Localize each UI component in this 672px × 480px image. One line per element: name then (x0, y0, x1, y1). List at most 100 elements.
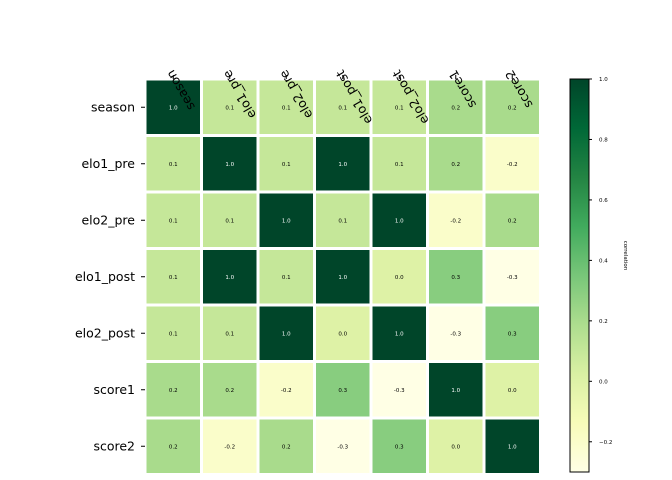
heatmap-cell (203, 306, 257, 360)
heatmap-cell (485, 80, 539, 134)
heatmap-cell (203, 250, 257, 304)
heatmap-cell (203, 193, 257, 247)
heatmap-cell (316, 80, 370, 134)
heatmap-cell (429, 363, 483, 417)
row-label: season (91, 99, 135, 114)
row-axis: season elo1_pre elo2_pre elo1_post elo2_post… (75, 99, 145, 453)
cell-value-label: 0.2 (169, 444, 178, 450)
cell-value-label: 0.1 (395, 105, 404, 111)
heatmap-cell (485, 250, 539, 304)
heatmap-cell (203, 80, 257, 134)
colorbar-tick-label: 0.6 (599, 198, 608, 204)
heatmap-cell (316, 250, 370, 304)
heatmap-cell (429, 250, 483, 304)
cell-value-label: 0.3 (395, 444, 404, 450)
heatmap-cell (146, 363, 200, 417)
cell-value-label: -0.2 (224, 444, 235, 450)
cell-value-label: -0.3 (450, 331, 461, 337)
cell-value-label: 0.1 (282, 162, 291, 168)
cell-value-label: 1.0 (338, 275, 347, 281)
heatmap-cell (259, 250, 313, 304)
colorbar-tick-label: 1.0 (599, 77, 608, 83)
cell-value-label: -0.2 (281, 388, 292, 394)
heatmap-cell (316, 137, 370, 191)
cell-value-label: 0.2 (508, 218, 517, 224)
heatmap-cell (372, 363, 426, 417)
cell-value-label: 0.3 (338, 388, 347, 394)
heatmap-cell (203, 363, 257, 417)
cell-value-label: -0.3 (394, 388, 405, 394)
cell-value-label: 0.2 (451, 105, 460, 111)
cell-value-label: 1.0 (395, 331, 404, 337)
cell-value-label: 0.0 (338, 331, 347, 337)
cell-value-label: 0.2 (282, 444, 291, 450)
heatmap-cell (316, 306, 370, 360)
cell-value-label: 1.0 (225, 162, 234, 168)
heatmap-cell (485, 306, 539, 360)
cell-value-label: 0.2 (451, 162, 460, 168)
heatmap-cell (429, 80, 483, 134)
cell-value-label: 0.0 (508, 388, 517, 394)
colorbar-gradient (569, 78, 590, 473)
cell-value-label: 0.1 (395, 162, 404, 168)
heatmap-cell (372, 137, 426, 191)
heatmap-cell (146, 80, 200, 134)
cell-value-label: 0.1 (282, 275, 291, 281)
heatmap-cell-labels: 1.0 0.1 0.1 0.1 0.1 0.2 0.2 0.1 1.0 0.1 1.0 0.1 0.2 -… (169, 105, 518, 450)
cell-value-label: 1.0 (451, 388, 460, 394)
cell-value-label: 0.2 (169, 388, 178, 394)
heatmap-cell (259, 306, 313, 360)
heatmap-cell (372, 419, 426, 473)
cell-value-label: 0.1 (338, 218, 347, 224)
cell-value-label: -0.2 (450, 218, 461, 224)
heatmap-cell (485, 193, 539, 247)
heatmap-cell (485, 137, 539, 191)
row-label: elo2_post (75, 325, 135, 340)
row-label: elo1_pre (81, 156, 135, 171)
row-label: elo1_post (75, 269, 135, 284)
cell-value-label: 0.1 (225, 218, 234, 224)
colorbar: −0.2 0.0 0.2 0.4 0.6 0.8 1.0 correlation (569, 77, 628, 473)
cell-value-label: 0.1 (338, 105, 347, 111)
heatmap-cell (485, 363, 539, 417)
heatmap-cell (203, 137, 257, 191)
cell-value-label: 1.0 (395, 218, 404, 224)
heatmap-cell (429, 137, 483, 191)
cell-value-label: 0.1 (169, 162, 178, 168)
heatmap-cell (429, 419, 483, 473)
heatmap-cell (146, 193, 200, 247)
cell-value-label: 0.3 (451, 275, 460, 281)
cell-value-label: 0.1 (225, 105, 234, 111)
heatmap-cell (316, 363, 370, 417)
cell-value-label: 1.0 (338, 162, 347, 168)
cell-value-label: -0.2 (507, 162, 518, 168)
cell-value-label: 0.1 (169, 275, 178, 281)
colorbar-tick-label: 0.2 (599, 319, 608, 325)
heatmap-cell (372, 193, 426, 247)
cell-value-label: 1.0 (508, 444, 517, 450)
cell-value-label: 1.0 (169, 105, 178, 111)
colorbar-label: correlation (622, 241, 628, 271)
heatmap-cell (146, 306, 200, 360)
heatmap-cell (259, 80, 313, 134)
heatmap-cell (146, 137, 200, 191)
row-label: score1 (93, 382, 135, 397)
cell-value-label: 0.0 (395, 275, 404, 281)
heatmap-cell (372, 306, 426, 360)
cell-value-label: 0.2 (225, 388, 234, 394)
heatmap-cell (146, 419, 200, 473)
row-label: score2 (93, 438, 135, 453)
cell-value-label: 1.0 (225, 275, 234, 281)
cell-value-label: 0.1 (282, 105, 291, 111)
cell-value-label: 0.3 (508, 331, 517, 337)
cell-value-label: -0.3 (337, 444, 348, 450)
cell-value-label: 0.2 (508, 105, 517, 111)
heatmap-cell (259, 193, 313, 247)
cell-value-label: -0.3 (507, 275, 518, 281)
colorbar-tick-label: 0.4 (599, 258, 608, 264)
heatmap-cells (146, 80, 539, 473)
colorbar-tick-label: 0.8 (599, 137, 608, 143)
row-label: elo2_pre (81, 212, 135, 227)
cell-value-label: 0.1 (225, 331, 234, 337)
